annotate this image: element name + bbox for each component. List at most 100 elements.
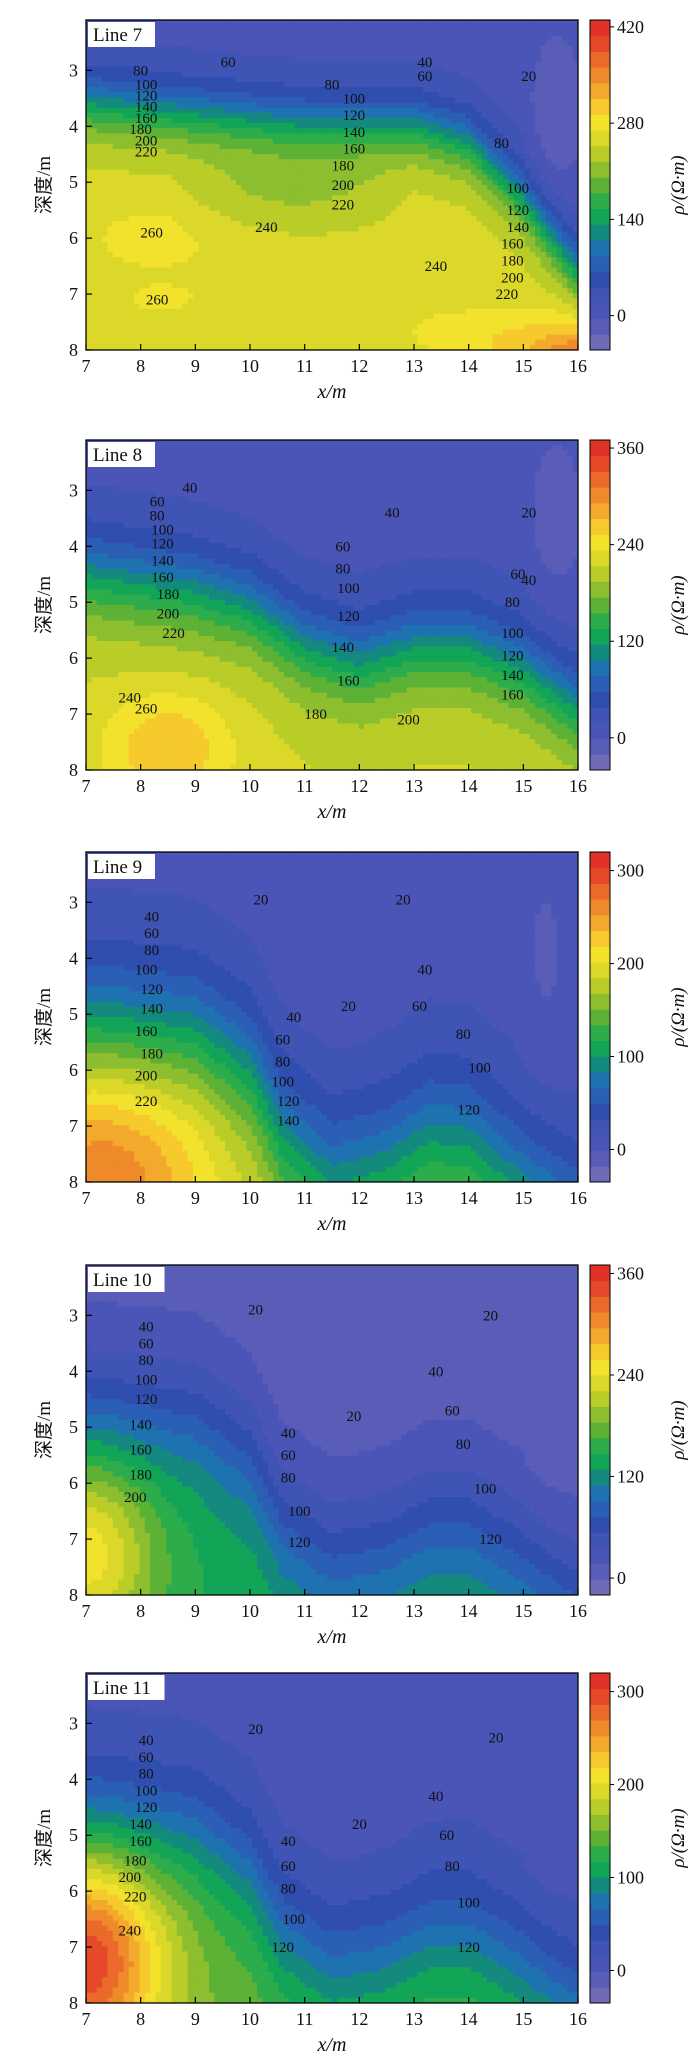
contour-label: 140 xyxy=(507,220,530,236)
colorbar-tick-label: 120 xyxy=(617,631,644,651)
contour-label: 100 xyxy=(343,91,366,107)
contour-label: 100 xyxy=(507,181,530,197)
contour-label: 180 xyxy=(304,707,327,723)
contour-label: 140 xyxy=(135,100,158,116)
contour-label: 60 xyxy=(281,1859,296,1875)
contour-label: 40 xyxy=(139,1733,154,1749)
colorbar-tick-label: 300 xyxy=(617,1682,644,1702)
colorbar-tick-label: 420 xyxy=(617,17,644,37)
contour-label: 160 xyxy=(501,237,524,253)
colorbar-label: ρ/(Ω·m) xyxy=(668,1400,689,1460)
contour-label: 80 xyxy=(445,1859,460,1875)
x-tick-label: 8 xyxy=(136,1601,145,1621)
x-tick-label: 11 xyxy=(296,776,313,796)
x-tick-label: 16 xyxy=(569,356,587,376)
panel-title: Line 10 xyxy=(88,1267,165,1292)
y-axis-label: 深度/m xyxy=(33,988,55,1046)
contour-label: 220 xyxy=(332,198,355,214)
colorbar-tick-label: 140 xyxy=(617,209,644,229)
x-tick-label: 8 xyxy=(136,1188,145,1208)
contour-label: 60 xyxy=(139,1750,154,1766)
y-tick-label: 6 xyxy=(69,228,78,248)
y-tick-label: 4 xyxy=(69,948,78,968)
colorbar-tick-label: 0 xyxy=(617,728,626,748)
x-tick-label: 16 xyxy=(569,776,587,796)
contour-label: 40 xyxy=(417,55,432,71)
panel-title: Line 8 xyxy=(88,442,155,467)
colorbar-tick-label: 300 xyxy=(617,861,644,881)
contour-label: 200 xyxy=(397,713,420,729)
x-tick-label: 14 xyxy=(460,2009,478,2029)
colorbar-tick-label: 240 xyxy=(617,535,644,555)
contour-label: 100 xyxy=(337,581,360,597)
contour-label: 220 xyxy=(135,1094,158,1110)
contour-label: 100 xyxy=(272,1074,295,1090)
x-tick-label: 10 xyxy=(241,1188,259,1208)
y-tick-label: 8 xyxy=(69,1172,78,1192)
contour-label: 160 xyxy=(135,111,158,127)
y-axis-label: 深度/m xyxy=(33,576,55,634)
y-tick-label: 8 xyxy=(69,1585,78,1605)
colorbar-tick-label: 0 xyxy=(617,1568,626,1588)
contour-label: 60 xyxy=(412,999,427,1015)
y-tick-label: 4 xyxy=(69,116,78,136)
contour-label: 40 xyxy=(428,1789,443,1805)
contour-field xyxy=(86,20,578,350)
colorbar-label: ρ/(Ω·m) xyxy=(668,155,689,215)
x-tick-label: 13 xyxy=(405,2009,423,2029)
colorbar: 0 100 200 300 ρ/(Ω·m) xyxy=(589,1672,689,2004)
x-tick-label: 7 xyxy=(82,1601,91,1621)
contour-label: 40 xyxy=(281,1426,296,1442)
contour-label: 60 xyxy=(150,495,165,511)
contour-labels: 4060801001201401601802002202402020406080… xyxy=(118,1722,503,1956)
contour-label: 220 xyxy=(124,1890,147,1906)
contour-label: 240 xyxy=(118,690,141,706)
contour-label: 20 xyxy=(489,1730,504,1746)
contour-label: 200 xyxy=(135,1069,158,1085)
contour-label: 20 xyxy=(521,506,536,522)
panel-title: Line 9 xyxy=(88,854,155,879)
plot-frame xyxy=(85,1672,579,2004)
colorbar-tick-label: 120 xyxy=(617,1467,644,1487)
contour-label: 20 xyxy=(248,1303,263,1319)
plot-frame xyxy=(85,439,579,771)
contour-label: 80 xyxy=(275,1055,290,1071)
x-tick-label: 11 xyxy=(296,1601,313,1621)
y-tick-label: 7 xyxy=(69,1529,78,1549)
contour-label: 100 xyxy=(135,962,158,978)
colorbar-label: ρ/(Ω·m) xyxy=(668,575,689,635)
contour-label: 80 xyxy=(281,1881,296,1897)
x-axis-label: x/m xyxy=(317,1626,347,1648)
contour-label: 40 xyxy=(428,1364,443,1380)
colorbar-tick-label: 0 xyxy=(617,1139,626,1159)
contour-label: 100 xyxy=(282,1912,305,1928)
y-axis-label: 深度/m xyxy=(33,156,55,214)
contour-label: 180 xyxy=(124,1853,147,1869)
contour-labels: 4060801001201401601802002202402604060801… xyxy=(118,481,536,729)
x-tick-label: 15 xyxy=(514,1188,532,1208)
colorbar-tick-label: 360 xyxy=(617,1263,644,1283)
panel-title: Line 7 xyxy=(88,22,155,47)
contour-label: 60 xyxy=(335,539,350,555)
contour-label: 140 xyxy=(343,125,366,141)
contour-label: 80 xyxy=(335,562,350,578)
y-tick-label: 4 xyxy=(69,1769,78,1789)
colorbar-tick-label: 0 xyxy=(617,1960,626,1980)
plot-frame xyxy=(85,19,579,351)
y-tick-label: 7 xyxy=(69,284,78,304)
x-tick-label: 9 xyxy=(191,1188,200,1208)
contour-label: 220 xyxy=(496,287,519,303)
x-axis-label: x/m xyxy=(317,1213,347,1235)
contour-label: 60 xyxy=(144,926,159,942)
y-tick-label: 7 xyxy=(69,1116,78,1136)
y-tick-label: 3 xyxy=(69,60,78,80)
x-tick-label: 11 xyxy=(296,1188,313,1208)
colorbar: 0 140 280 420 ρ/(Ω·m) xyxy=(589,17,689,351)
contour-label: 80 xyxy=(150,509,165,525)
contour-label: 140 xyxy=(332,640,355,656)
contour-label: 120 xyxy=(507,203,530,219)
